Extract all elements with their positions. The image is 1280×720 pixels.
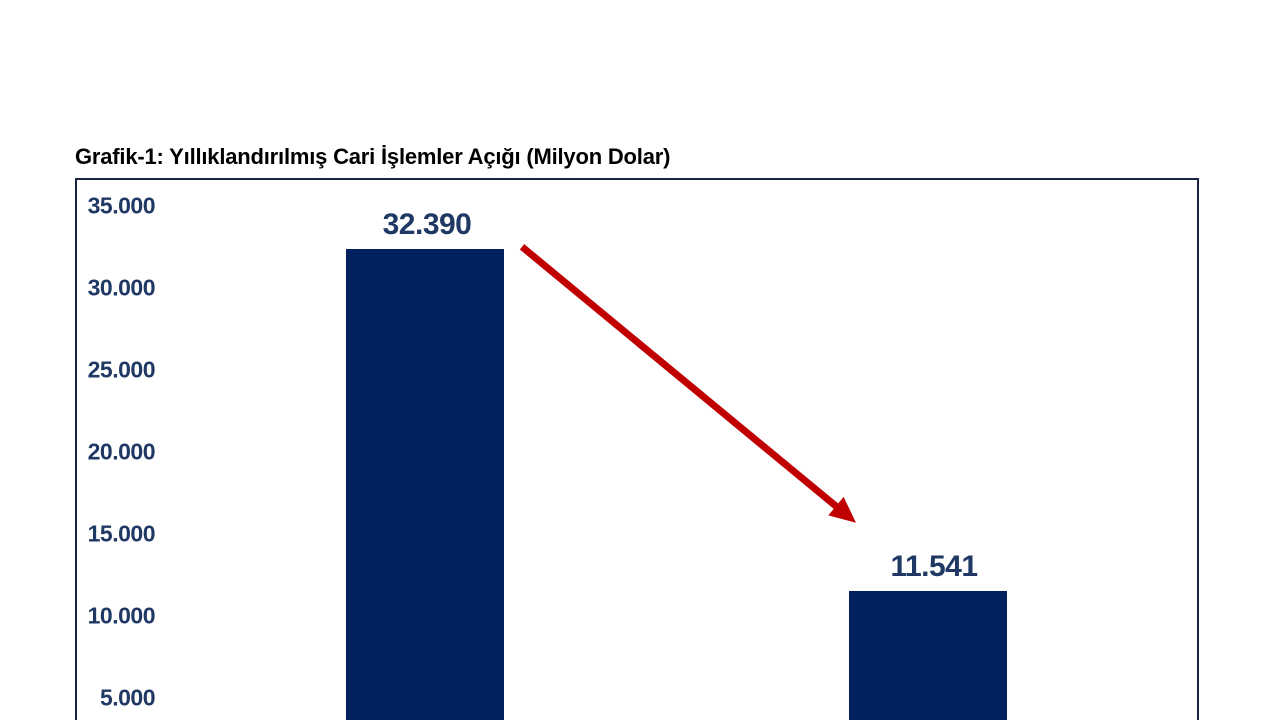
y-axis-tick-label: 35.000 — [87, 192, 156, 219]
plot-area — [75, 178, 1199, 720]
bar-value-label: 11.541 — [890, 549, 978, 583]
bar-value-label: 32.390 — [382, 207, 472, 241]
y-axis-tick-label: 25.000 — [87, 356, 156, 383]
y-axis-tick-label: 20.000 — [87, 438, 156, 465]
bar — [849, 590, 1007, 720]
y-axis-tick-label: 10.000 — [87, 602, 156, 629]
y-axis-tick-label: 15.000 — [87, 520, 156, 547]
y-axis-tick-label: 30.000 — [87, 274, 156, 301]
bar — [346, 248, 504, 720]
chart-title: Grafik-1: Yıllıklandırılmış Cari İşlemle… — [75, 144, 671, 169]
y-axis-tick-label: 5.000 — [99, 684, 156, 711]
